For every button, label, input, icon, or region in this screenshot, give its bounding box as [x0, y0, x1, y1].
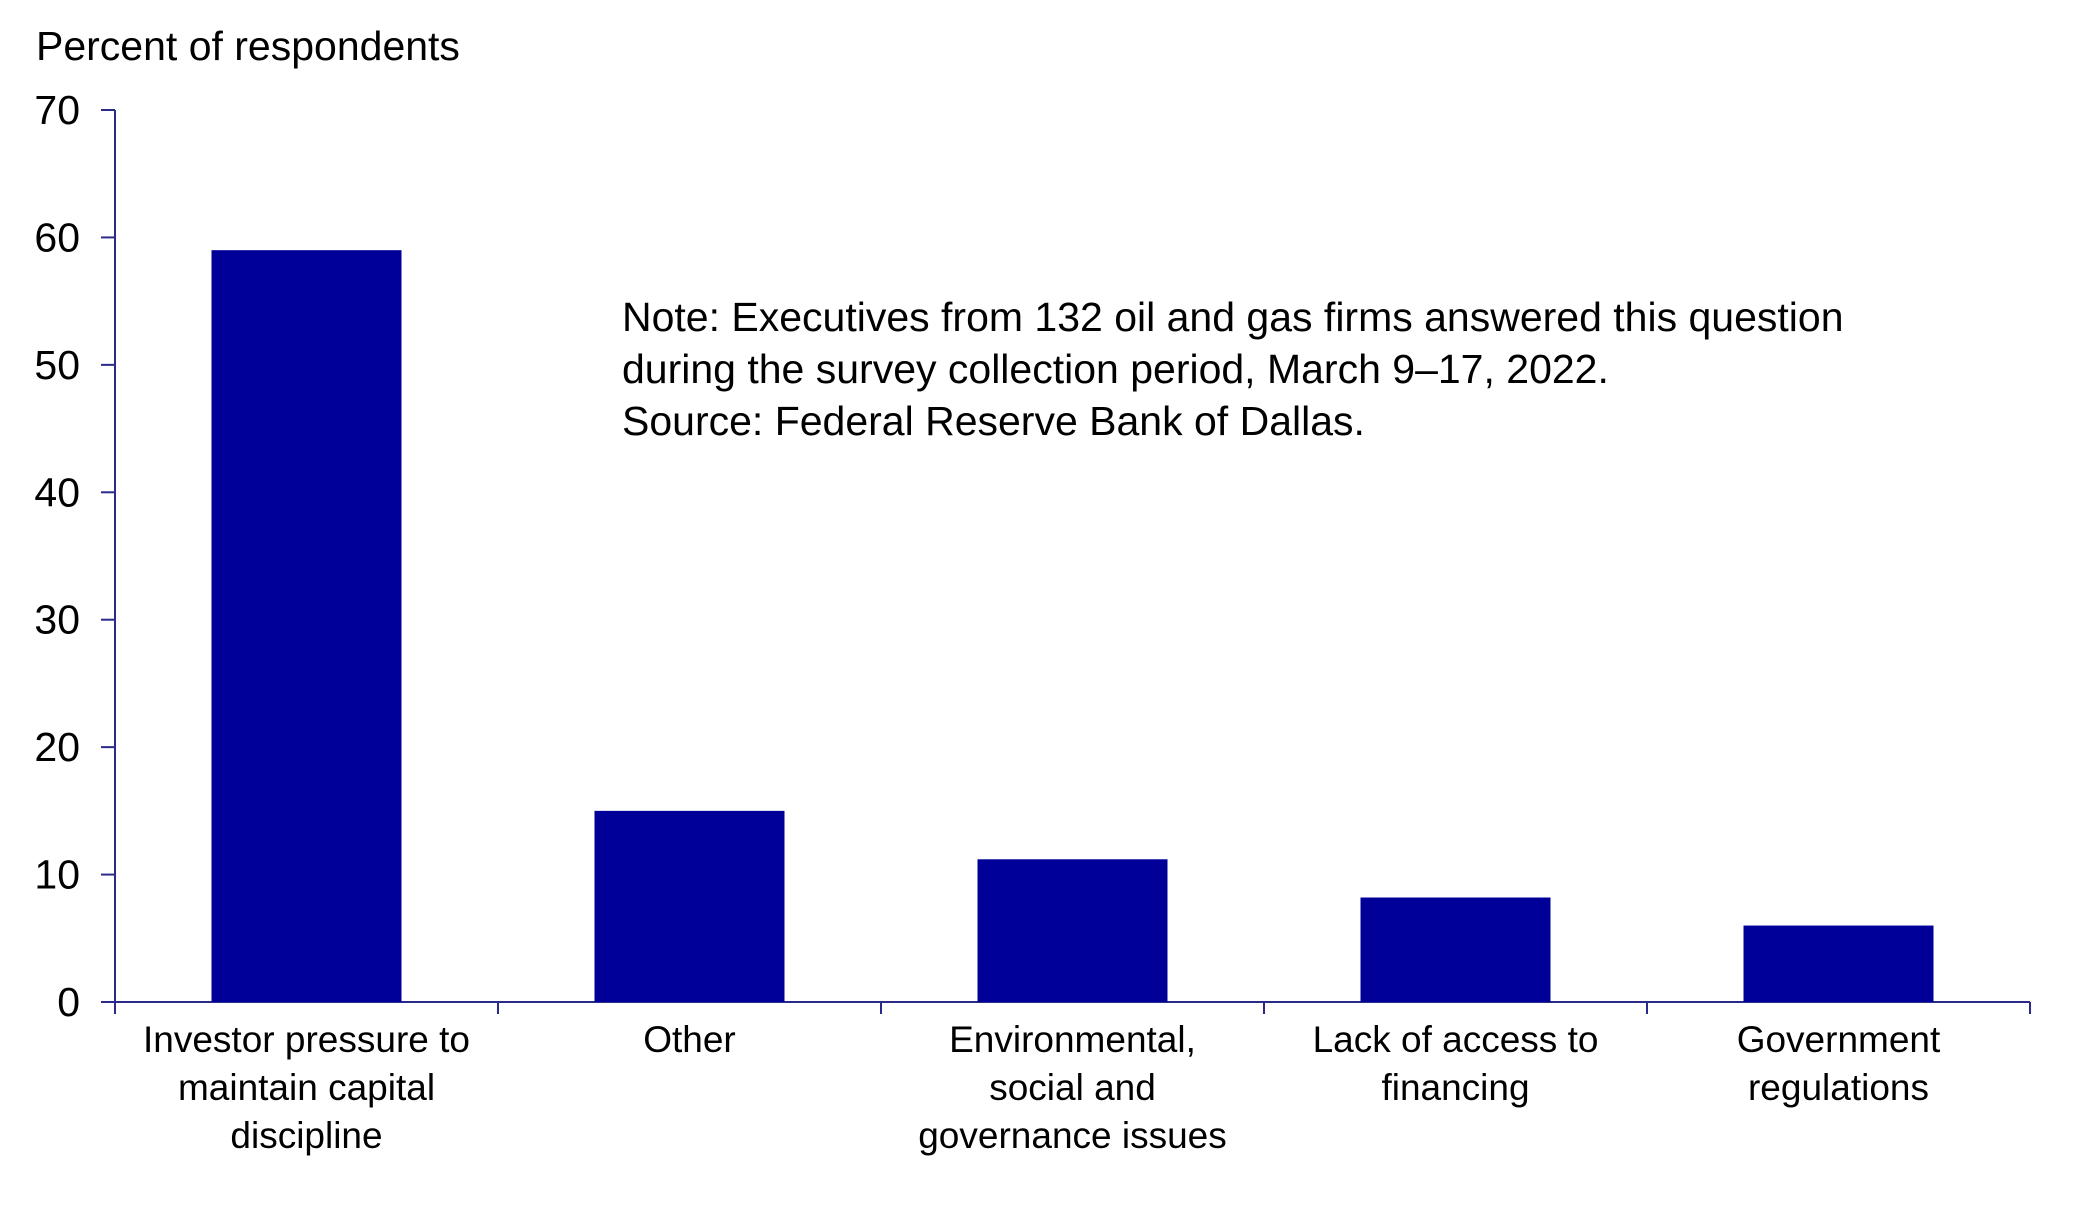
bar [594, 810, 785, 1002]
note-text: Note: Executives from 132 oil and gas fi… [622, 294, 1844, 444]
note-annotation: Note: Executives from 132 oil and gas fi… [622, 294, 1844, 444]
x-category-label: Lack of access to financing [1313, 1019, 1599, 1108]
bars [211, 250, 1934, 1002]
y-tick-label: 40 [34, 469, 80, 515]
y-tick-label: 0 [57, 979, 80, 1025]
y-tick-label: 60 [34, 214, 80, 260]
y-axis-title: Percent of respondents [36, 23, 460, 69]
x-axis [114, 1001, 2031, 1014]
x-axis-category-labels: Investor pressure to maintain capital disc… [143, 1019, 1941, 1156]
x-category-label: Environmental, social and governance issue… [918, 1019, 1227, 1156]
bar [1360, 897, 1551, 1002]
y-tick-label: 20 [34, 724, 80, 770]
y-axis: 0 10 20 30 40 50 60 70 [34, 87, 116, 1025]
y-tick-label: 30 [34, 597, 80, 643]
bar [211, 250, 402, 1002]
x-category-label: Investor pressure to maintain capital disc… [143, 1019, 470, 1156]
y-tick-label: 70 [34, 87, 80, 133]
x-category-label: Government regulations [1737, 1019, 1941, 1108]
bar [1743, 925, 1934, 1002]
y-tick-label: 50 [34, 342, 80, 388]
x-category-label: Other [643, 1019, 736, 1060]
bar [977, 859, 1168, 1002]
y-tick-label: 10 [34, 852, 80, 898]
